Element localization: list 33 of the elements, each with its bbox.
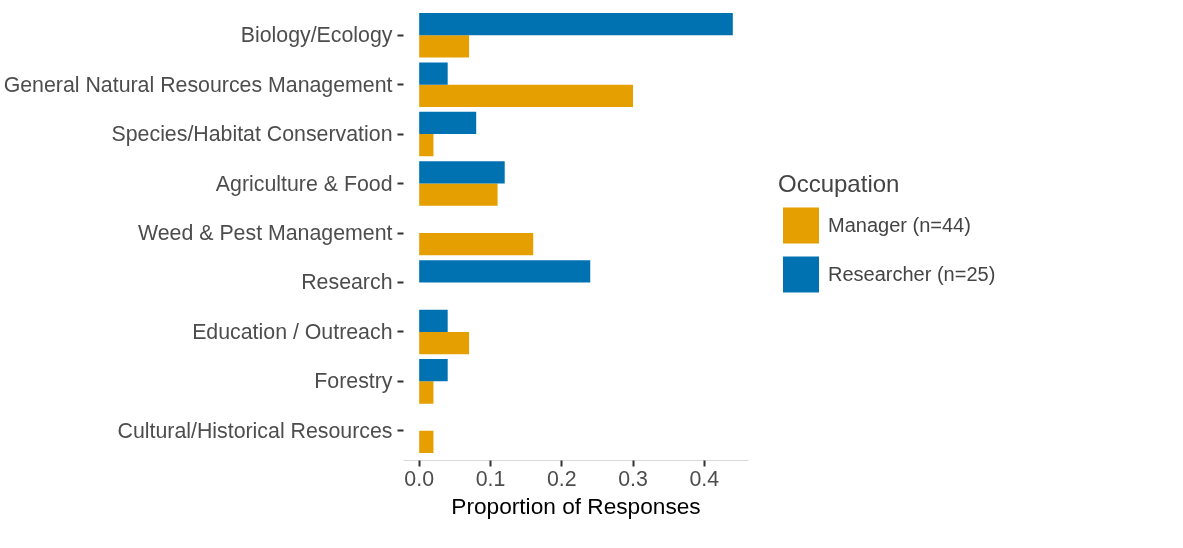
y-tick-label: Biology/Ecology — [240, 23, 393, 48]
x-tick-label: 0.2 — [546, 466, 577, 491]
y-tick-label: Forestry — [314, 369, 393, 394]
bar — [419, 161, 505, 184]
bar — [419, 35, 470, 58]
bar — [419, 12, 733, 36]
bar — [419, 84, 634, 107]
y-tick-label: Education / Outreach — [192, 319, 393, 344]
y-tick-label: Cultural/Historical Resources — [117, 418, 393, 443]
x-tick-label: 0.3 — [618, 466, 648, 491]
bar — [419, 430, 434, 454]
bar — [419, 381, 434, 404]
bar — [419, 309, 448, 332]
x-tick-label: 0.0 — [404, 466, 435, 491]
x-tick-label: 0.4 — [689, 466, 720, 491]
bar — [419, 359, 448, 382]
bar — [419, 111, 477, 135]
y-tick-label: General Natural Resources Management — [3, 72, 393, 97]
y-tick-label: Agriculture & Food — [215, 171, 393, 196]
bar — [419, 183, 498, 206]
x-tick-label: 0.1 — [475, 466, 506, 491]
y-tick-label: Weed & Pest Management — [138, 221, 393, 245]
bar — [419, 233, 534, 256]
bar — [419, 331, 470, 355]
bar — [419, 260, 591, 283]
legend-label: Researcher (n=25) — [828, 262, 996, 285]
y-tick-label: Species/Habitat Conservation — [111, 122, 393, 147]
bar — [419, 62, 448, 85]
y-tick-label: Research — [301, 270, 393, 295]
x-axis-title: Proportion of Responses — [451, 492, 701, 519]
legend-label: Manager (n=44) — [828, 213, 971, 236]
legend-title: Occupation — [778, 169, 901, 197]
bar — [419, 134, 434, 157]
